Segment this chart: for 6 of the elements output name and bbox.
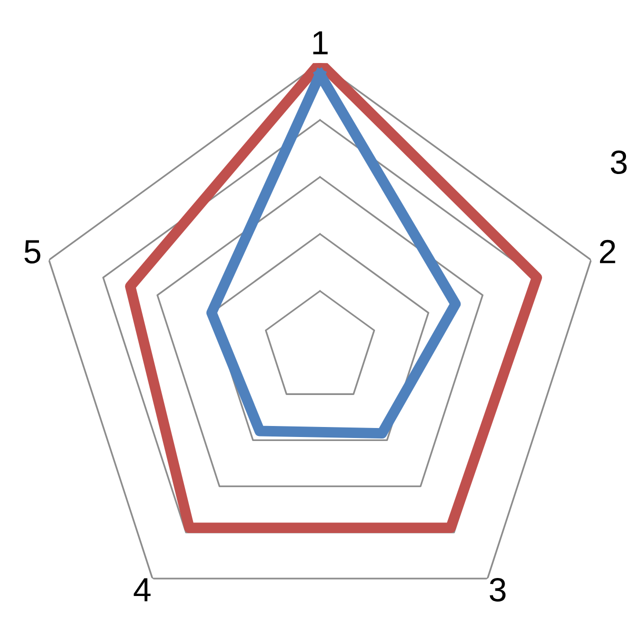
text: 3	[610, 150, 627, 174]
spoke-label: 2	[600, 240, 616, 264]
spoke-label: 3	[490, 578, 506, 602]
spoke-label: 1	[313, 31, 328, 54]
spoke-label: 4	[134, 578, 151, 602]
spoke-label: 5	[24, 240, 40, 264]
